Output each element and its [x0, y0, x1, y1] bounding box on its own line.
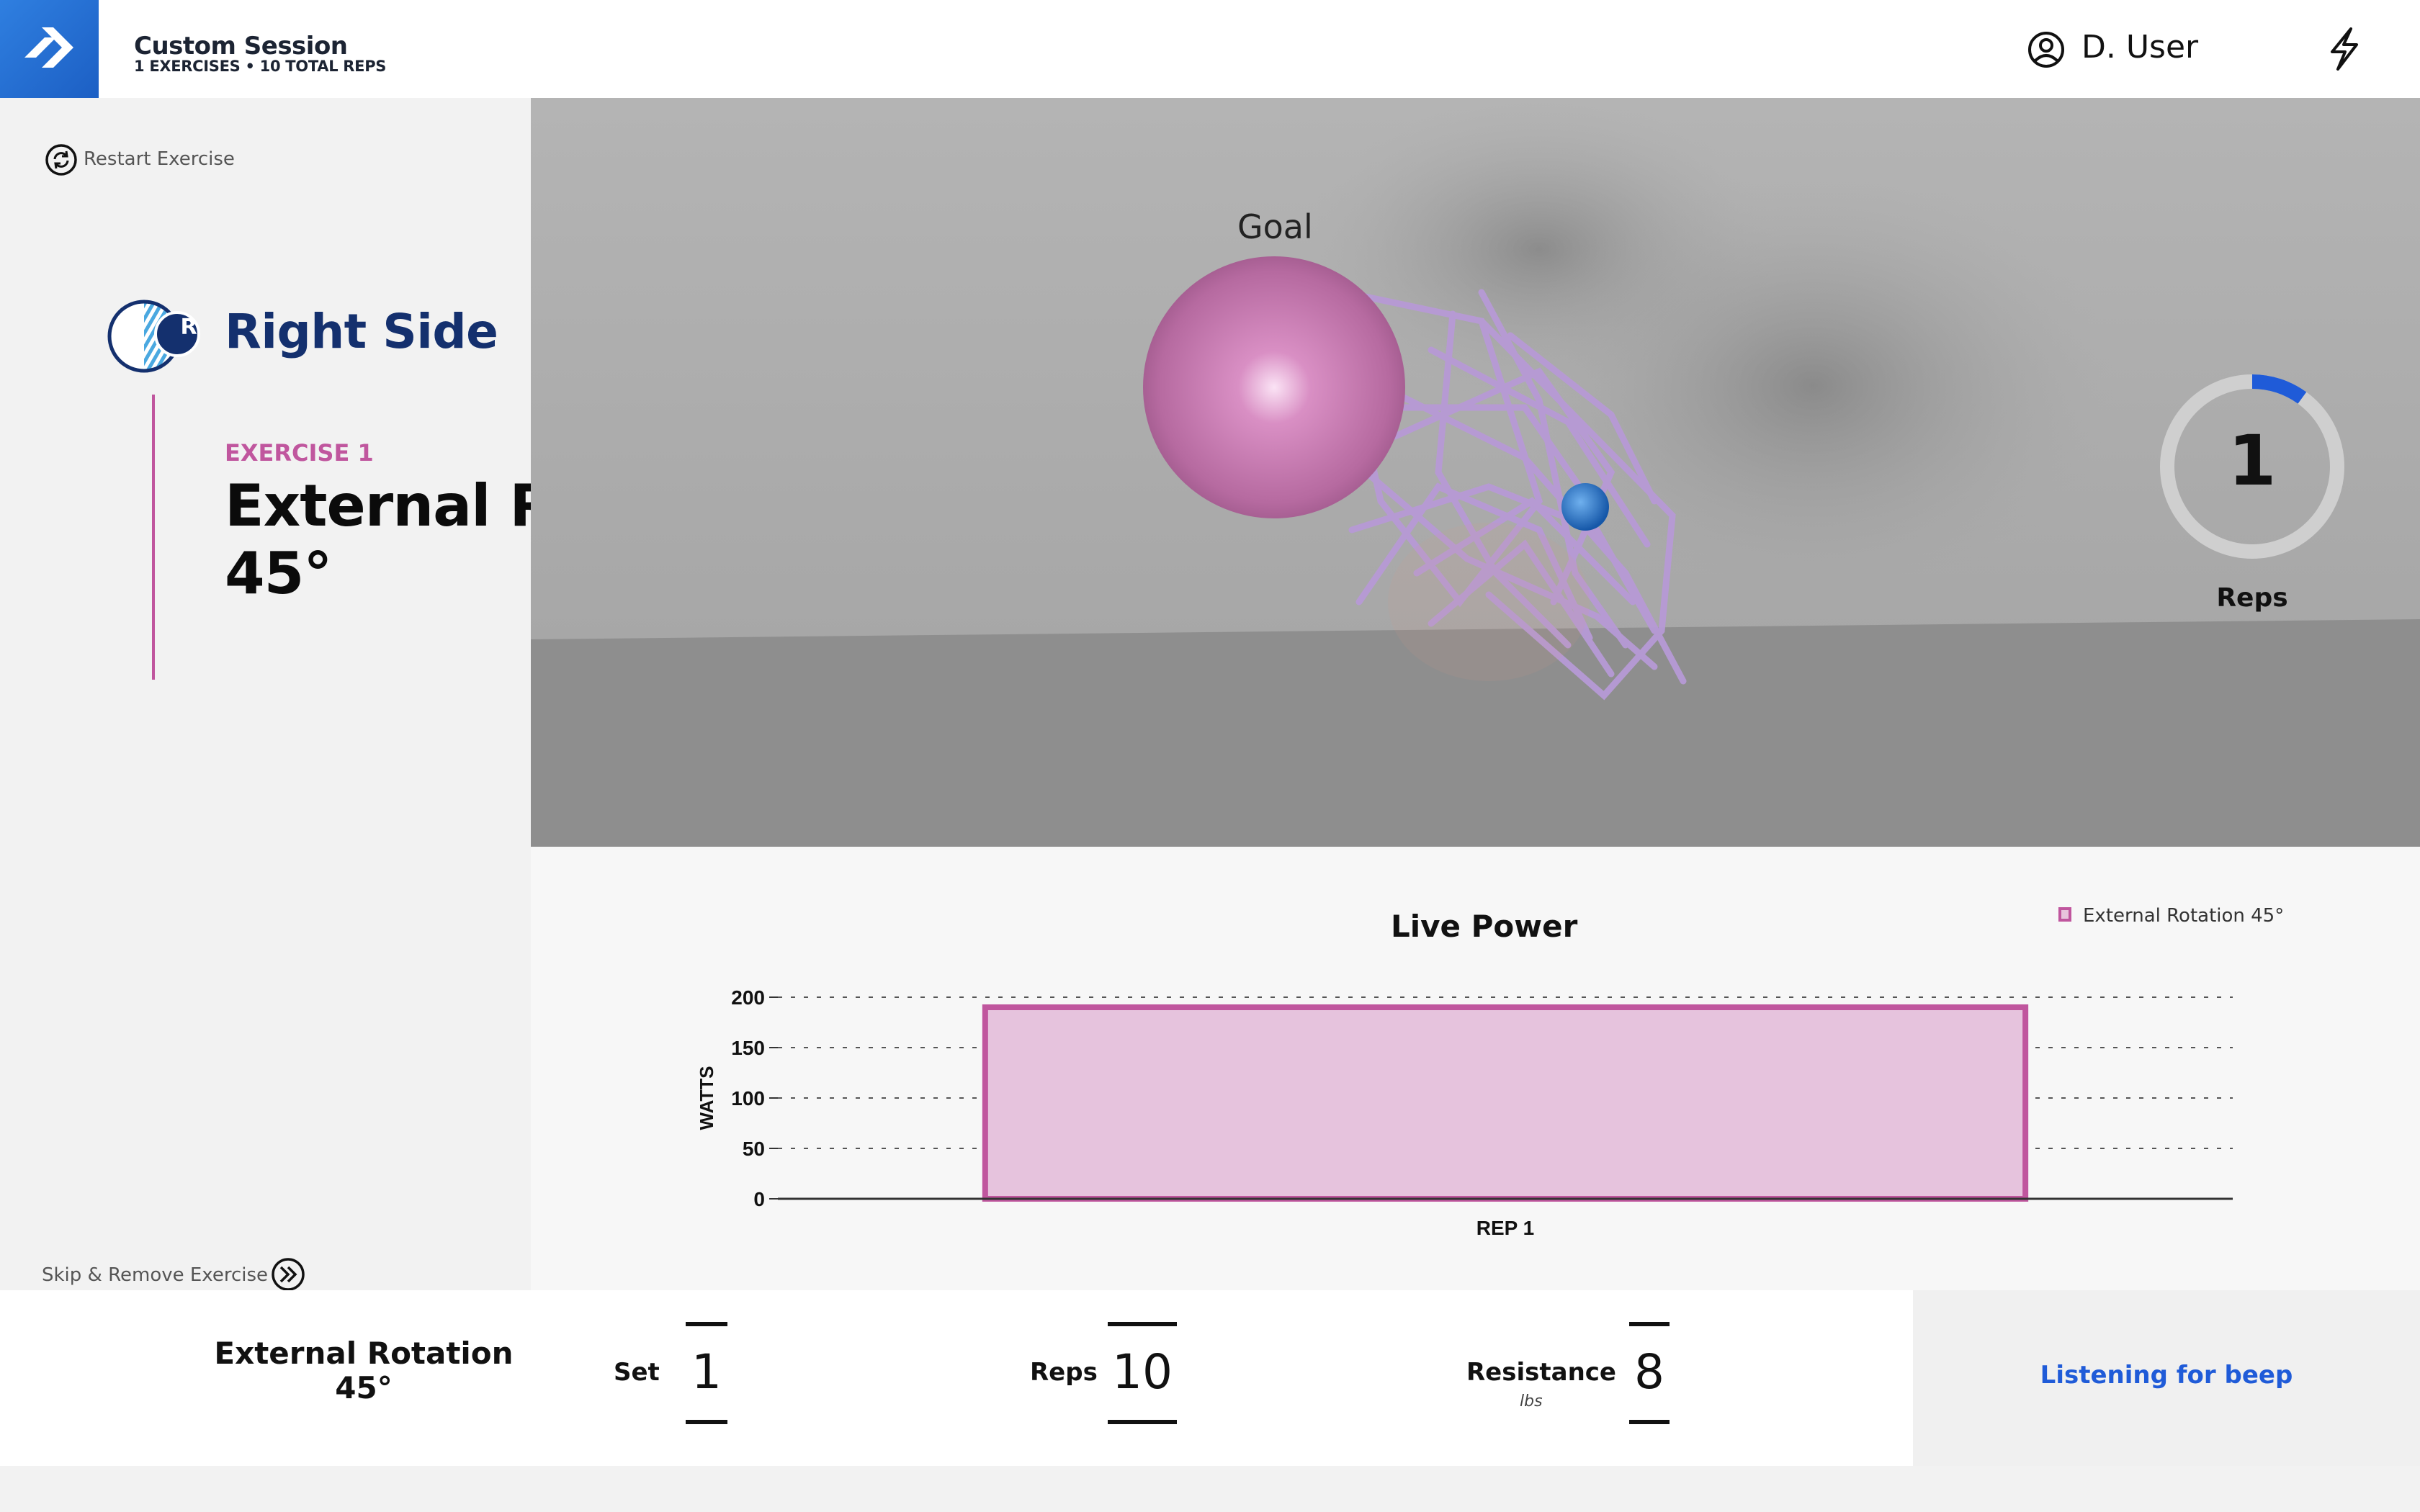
current-exercise-line1: External Rotation — [214, 1336, 514, 1371]
skip-remove-exercise-button[interactable]: Skip & Remove Exercise — [42, 1264, 269, 1286]
exercise-name: External Rotation 45° — [225, 472, 531, 608]
y-tick-label: 150 — [731, 1037, 765, 1059]
exercise-info-bar — [0, 1290, 1913, 1466]
skip-forward-icon[interactable] — [271, 1257, 305, 1290]
scene-render — [531, 98, 2420, 847]
resistance-value: 8 — [1629, 1322, 1670, 1424]
status-message: Listening for beep — [2040, 1361, 2293, 1390]
legend-label: External Rotation 45° — [2083, 905, 2285, 927]
y-axis-label: WATTS — [696, 1066, 717, 1130]
y-tick-label: 0 — [753, 1188, 765, 1210]
lightning-bolt-icon[interactable] — [2325, 26, 2364, 72]
exercise-timeline-line — [152, 395, 155, 680]
exercise-name-line1: External Rotation — [225, 472, 531, 539]
reps-progress-ring — [2160, 374, 2344, 559]
restart-icon[interactable] — [45, 143, 78, 176]
current-exercise-line2: 45° — [335, 1370, 393, 1405]
set-label: Set — [614, 1358, 660, 1387]
resistance-unit: lbs — [1520, 1392, 1543, 1410]
bar-rep-1 — [982, 1004, 2029, 1202]
exercise-name-line2: 45° — [225, 540, 332, 607]
y-tick-label: 100 — [731, 1087, 765, 1110]
right-side-icon — [107, 300, 200, 373]
status-panel — [1913, 1290, 2420, 1466]
reps-label: Reps — [1030, 1358, 1098, 1387]
restart-exercise-button[interactable]: Restart Exercise — [84, 148, 235, 170]
app-logo[interactable] — [0, 0, 99, 98]
exercise-number: EXERCISE 1 — [225, 439, 374, 467]
y-tick-label: 200 — [731, 986, 765, 1009]
exercise-sidebar: Restart Exercise R Right Side EXERCISE 1… — [0, 98, 531, 1290]
side-badge: R — [180, 315, 197, 340]
x-tick-label: REP 1 — [1476, 1217, 1534, 1239]
reps-counter-label: Reps — [2216, 583, 2288, 613]
legend-swatch — [2058, 907, 2071, 922]
chevrons-icon — [24, 27, 73, 68]
reps-counter: 1 — [2228, 420, 2277, 501]
side-label: Right Side — [225, 304, 498, 359]
current-exercise-name: External Rotation 45° — [202, 1336, 526, 1405]
chart-title: Live Power — [1391, 909, 1578, 944]
session-title: Custom Session — [134, 32, 348, 60]
resistance-label: Resistance — [1466, 1358, 1616, 1387]
live-power-chart: 0 50 100 150 200 WATTS REP 1 — [696, 986, 2233, 1239]
session-subtitle: 1 EXERCISES • 10 TOTAL REPS — [134, 58, 387, 75]
top-bar — [0, 0, 2420, 98]
exercise-3d-view — [531, 98, 2420, 847]
goal-label: Goal — [1237, 207, 1313, 246]
user-icon[interactable] — [2027, 30, 2066, 69]
set-value: 1 — [686, 1322, 727, 1424]
user-name[interactable]: D. User — [2081, 29, 2199, 66]
reps-value: 10 — [1108, 1322, 1177, 1424]
y-tick-label: 50 — [743, 1138, 765, 1160]
